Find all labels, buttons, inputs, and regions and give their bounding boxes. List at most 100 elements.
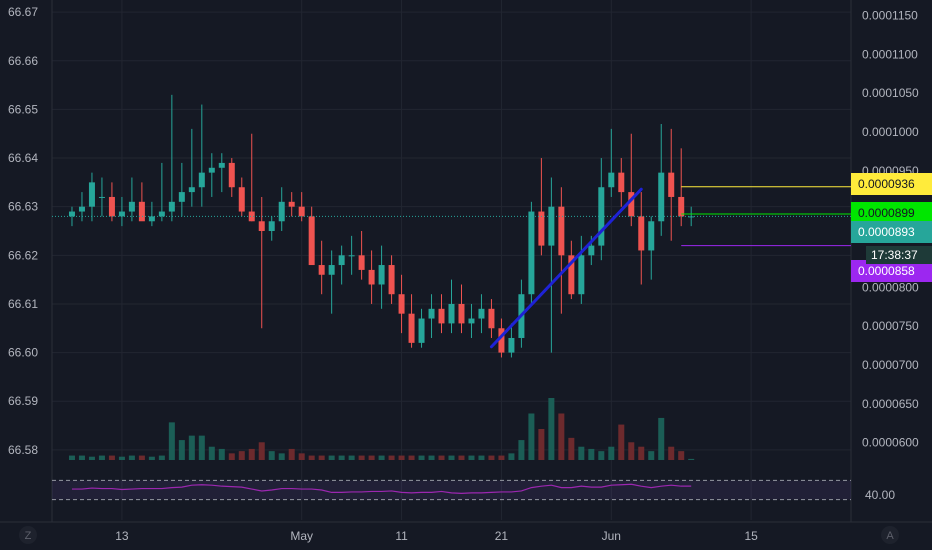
candle-body (608, 172, 615, 188)
candle-body (98, 196, 105, 198)
volume-bar (458, 455, 465, 460)
candle-body (258, 221, 265, 231)
left-axis-tick-label: 66.60 (8, 346, 38, 360)
z-icon[interactable] (19, 526, 37, 544)
volume-bar (508, 453, 515, 460)
candle-body (468, 318, 475, 324)
left-axis-tick-label: 66.63 (8, 200, 38, 214)
volume-bar (538, 429, 545, 460)
right-axis-tick-label: 0.0000700 (862, 358, 919, 372)
trendline-group[interactable] (489, 187, 643, 349)
candle-body (318, 265, 325, 275)
candle-body (528, 211, 535, 295)
candle-body (398, 294, 405, 314)
candle-body (338, 255, 345, 266)
candle-body (388, 265, 395, 295)
right-price-axis[interactable]: 0.0001150 0.0001100 0.0001050 0.0001000 0.00… (862, 9, 919, 450)
volume-bar (388, 455, 395, 460)
volume-bar (468, 455, 475, 460)
left-axis-tick-label: 66.67 (8, 5, 38, 19)
trendline[interactable] (489, 187, 643, 349)
candle-body (558, 206, 565, 256)
volume-bar (548, 398, 555, 460)
volume-bar (78, 455, 85, 460)
volume-bar (328, 455, 335, 460)
volume-bar (438, 455, 445, 460)
right-axis-tick-label: 0.0000600 (862, 436, 919, 450)
left-axis-tick-label: 66.61 (8, 297, 38, 311)
candle-body (578, 255, 585, 295)
volume-bar (498, 455, 505, 460)
volume-bar (308, 455, 315, 460)
auto-scale-icon-label: A (886, 530, 894, 542)
volume-bar (138, 455, 145, 460)
volume-bar (68, 455, 75, 460)
volume-bar (448, 455, 455, 460)
auto-scale-icon[interactable] (881, 526, 899, 544)
z-icon-label: Z (25, 530, 32, 542)
right-axis-tick-label: 0.0000650 (862, 397, 919, 411)
candle-body (248, 211, 255, 222)
candle-body (438, 308, 445, 324)
time-axis-tick-label: 15 (744, 529, 758, 543)
level-badge-label: 0.0000858 (858, 264, 915, 278)
time-axis-tick-label: 21 (495, 529, 509, 543)
volume-bar (98, 455, 105, 460)
candle-body (268, 221, 275, 231)
candle-body (188, 187, 195, 193)
volume-bar (158, 455, 165, 460)
price-badges: 0.0000936 0.0000899 0.0000858 0.0000893 17:3… (851, 173, 932, 282)
volume-bar (358, 455, 365, 460)
volume-bar (348, 455, 355, 460)
candle-body (328, 265, 335, 275)
grid-lines (0, 0, 932, 523)
time-axis[interactable]: 13 May 11 21 Jun 15 (115, 529, 758, 543)
volume-bar (258, 442, 265, 460)
volume-bar (588, 448, 595, 460)
bottom-left-icon[interactable]: Z (19, 526, 37, 544)
candle-body (68, 211, 75, 217)
candle-body (618, 172, 625, 193)
rsi-pane: 40.00 (52, 479, 895, 502)
volume-bar (408, 455, 415, 460)
countdown-badge-label: 17:38:37 (871, 248, 918, 262)
candle-body (118, 211, 125, 217)
volume-bar (148, 456, 155, 460)
bottom-right-icon[interactable]: A (881, 526, 899, 544)
level-badge-label: 0.0000899 (858, 206, 915, 220)
volume-bar (238, 451, 245, 460)
volume-bar (198, 435, 205, 460)
right-axis-tick-label: 0.0001100 (862, 47, 918, 61)
volume-bar (118, 456, 125, 460)
time-axis-tick-label: May (290, 529, 313, 543)
volume-bar (338, 455, 345, 460)
candle-body (648, 221, 655, 251)
countdown-badge-box (866, 246, 932, 264)
volume-bar (628, 442, 635, 460)
left-price-axis[interactable]: 66.67 66.66 66.65 66.64 66.63 66.62 66.61 66.60… (8, 5, 38, 457)
volume-bar (278, 453, 285, 460)
volume-bar (418, 455, 425, 460)
right-axis-tick-label: 0.0000750 (862, 319, 919, 333)
candle-body (158, 211, 165, 217)
right-axis-tick-label: 0.0001150 (862, 9, 918, 23)
right-axis-tick-label: 0.0001050 (862, 86, 919, 100)
volume-bar (188, 435, 195, 460)
candle-body (358, 255, 365, 270)
volume-bar (168, 422, 175, 460)
volume-bar (658, 417, 665, 460)
candle-body (208, 167, 215, 173)
candle-body (658, 172, 665, 222)
volume-bar (318, 455, 325, 460)
volume-bar (528, 413, 535, 460)
candle-body (288, 201, 295, 207)
volume-bars (68, 398, 695, 460)
volume-bar (378, 455, 385, 460)
candle-body (568, 255, 575, 295)
volume-bar (108, 455, 115, 460)
volume-bar (178, 440, 185, 460)
volume-bar (598, 451, 605, 460)
volume-bar (248, 448, 255, 460)
